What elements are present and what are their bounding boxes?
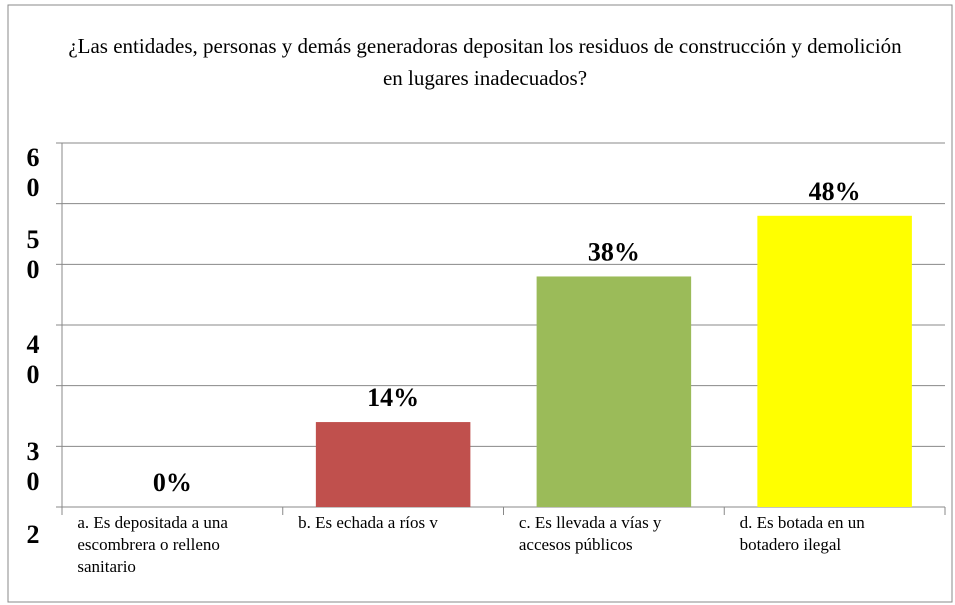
bar <box>315 422 471 507</box>
y-tick-label: 6 0 <box>26 143 40 202</box>
value-label: 38% <box>588 237 640 266</box>
x-tick-label: b. Es echada a ríos v <box>298 513 438 532</box>
bar <box>536 276 692 507</box>
x-tick-label: a. Es depositada a una escombrera o rell… <box>77 513 228 576</box>
x-tick-label: d. Es botada en un botadero ilegal <box>739 513 865 554</box>
value-label: 48% <box>809 177 861 206</box>
x-tick-label: c. Es llevada a vías y accesos públicos <box>518 513 662 554</box>
value-label: 14% <box>367 383 419 412</box>
y-tick-label: 4 0 <box>26 330 40 389</box>
chart-title: ¿Las entidades, personas y demás generad… <box>68 34 902 90</box>
y-tick-label: 3 0 <box>26 437 40 496</box>
bar <box>757 215 912 508</box>
y-tick-label: 2 <box>26 520 40 549</box>
chart-border <box>7 4 953 603</box>
value-label: 0% <box>153 468 192 497</box>
y-tick-label: 5 0 <box>26 225 40 284</box>
